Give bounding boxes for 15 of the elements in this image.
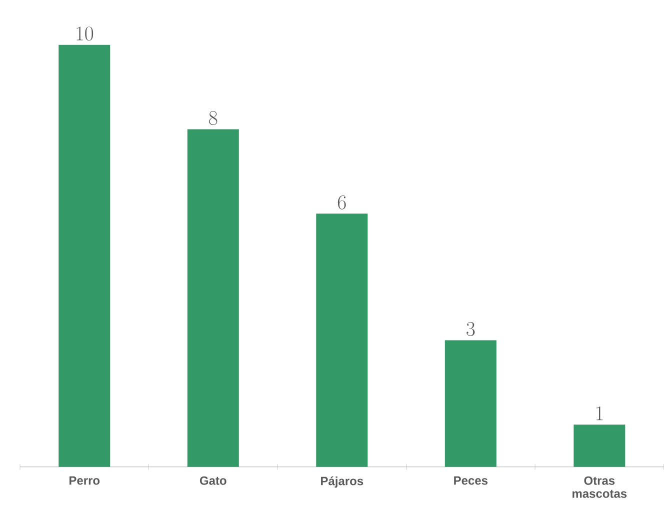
data-label: 8 [209,111,218,126]
data-label: 10 [76,26,94,41]
x-tick-label: Pájaros [321,476,364,488]
data-label: 1 [596,406,603,420]
data-label: 6 [338,195,346,210]
x-tick-label: Perro [70,476,100,485]
x-tick-label: Otras mascotas [572,476,627,498]
data-label: 3 [466,322,475,336]
bar [574,424,626,467]
x-tick-label: Gato [200,476,226,485]
bar [444,340,496,467]
bar [187,129,239,467]
bar [316,214,368,467]
x-tick-label: Peces [454,476,488,485]
bar [58,44,110,467]
